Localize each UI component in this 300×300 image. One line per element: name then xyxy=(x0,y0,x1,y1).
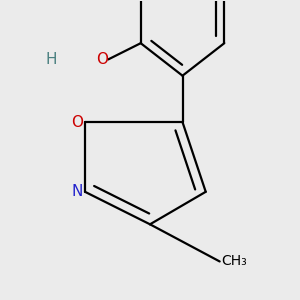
Text: CH₃: CH₃ xyxy=(221,254,247,268)
Text: N: N xyxy=(71,184,83,199)
Text: O: O xyxy=(97,52,109,67)
Text: O: O xyxy=(71,115,83,130)
Text: H: H xyxy=(46,52,57,67)
